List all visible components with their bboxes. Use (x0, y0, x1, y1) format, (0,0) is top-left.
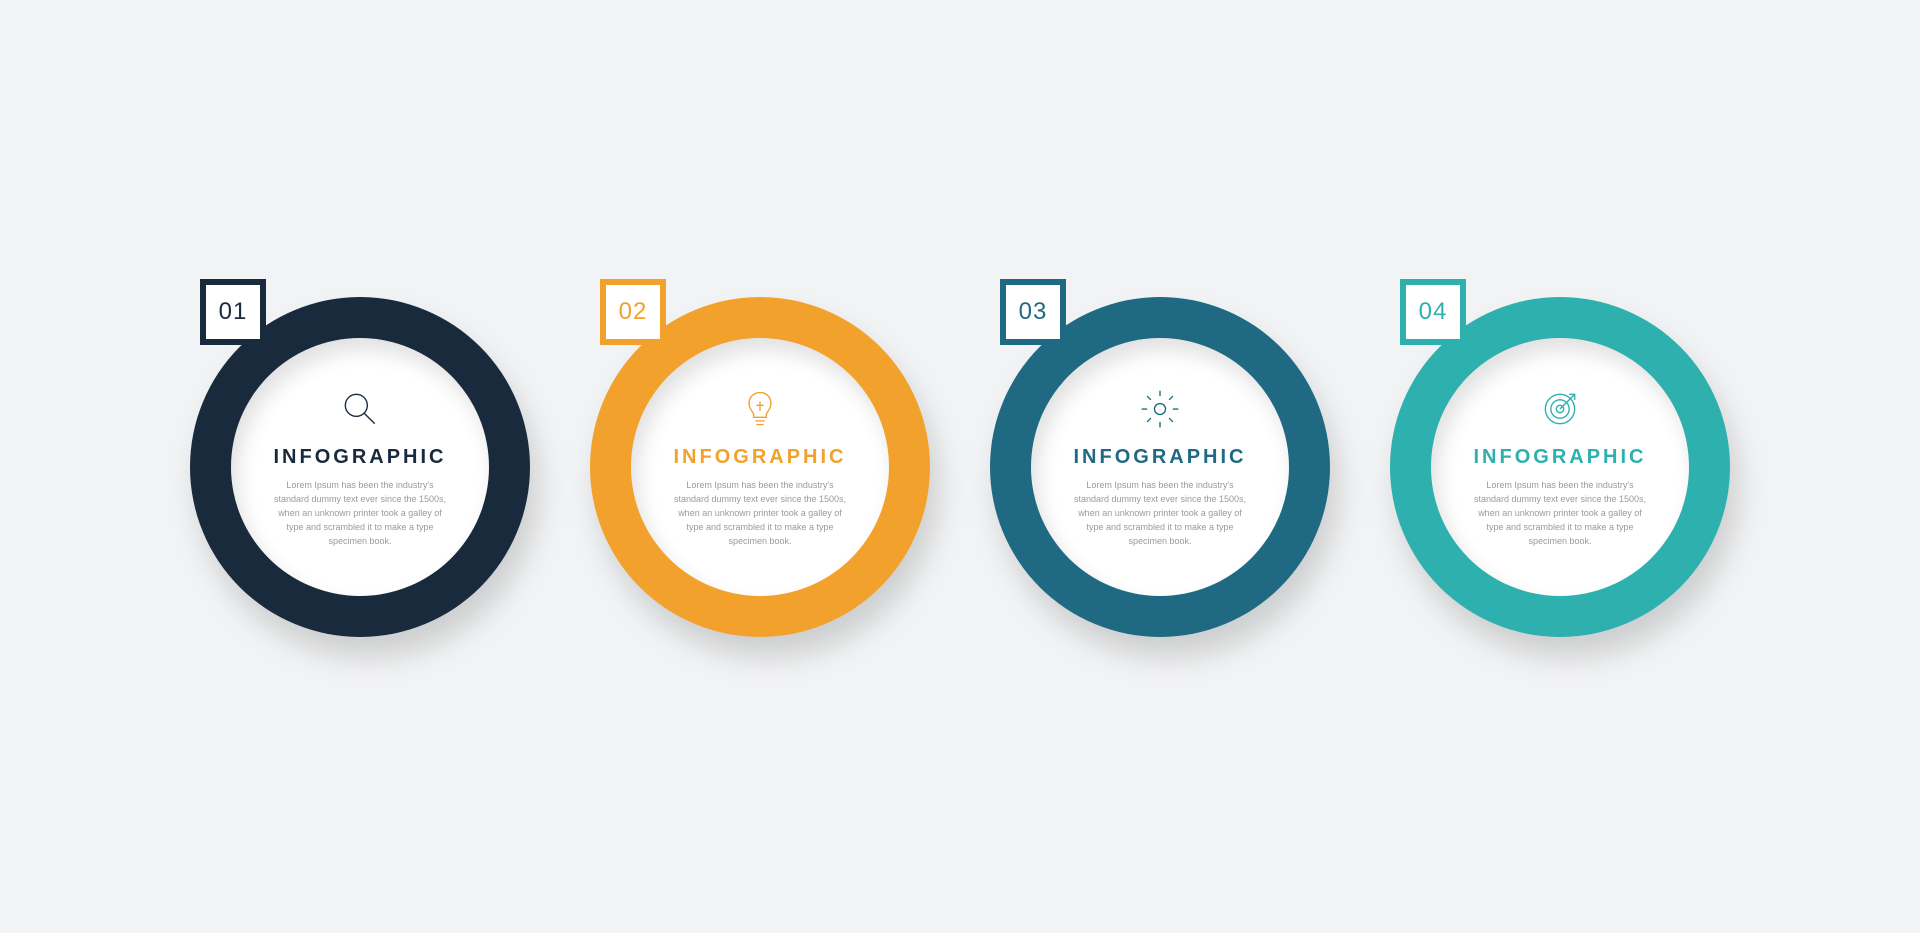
magnifier-icon (335, 384, 385, 434)
step-4-content: INFOGRAPHIC Lorem Ipsum has been the ind… (1431, 338, 1689, 596)
step-3-body: Lorem Ipsum has been the industry's stan… (1070, 479, 1250, 549)
step-3-content: INFOGRAPHIC Lorem Ipsum has been the ind… (1031, 338, 1289, 596)
step-2-title: INFOGRAPHIC (674, 446, 847, 469)
step-1-body: Lorem Ipsum has been the industry's stan… (270, 479, 450, 549)
infographic-row: INFOGRAPHIC Lorem Ipsum has been the ind… (190, 297, 1730, 637)
step-4-title: INFOGRAPHIC (1474, 446, 1647, 469)
step-3-title: INFOGRAPHIC (1074, 446, 1247, 469)
step-2-content: INFOGRAPHIC Lorem Ipsum has been the ind… (631, 338, 889, 596)
step-4-body: Lorem Ipsum has been the industry's stan… (1470, 479, 1650, 549)
gear-icon (1135, 384, 1185, 434)
step-3: INFOGRAPHIC Lorem Ipsum has been the ind… (990, 297, 1330, 637)
step-3-badge: 03 (1000, 279, 1066, 345)
step-2-body: Lorem Ipsum has been the industry's stan… (670, 479, 850, 549)
step-1-content: INFOGRAPHIC Lorem Ipsum has been the ind… (231, 338, 489, 596)
step-2-badge: 02 (600, 279, 666, 345)
step-4-badge: 04 (1400, 279, 1466, 345)
step-4: INFOGRAPHIC Lorem Ipsum has been the ind… (1390, 297, 1730, 637)
step-1-title: INFOGRAPHIC (274, 446, 447, 469)
step-1-badge: 01 (200, 279, 266, 345)
step-2: INFOGRAPHIC Lorem Ipsum has been the ind… (590, 297, 930, 637)
step-1: INFOGRAPHIC Lorem Ipsum has been the ind… (190, 297, 530, 637)
bulb-icon (735, 384, 785, 434)
target-icon (1535, 384, 1585, 434)
